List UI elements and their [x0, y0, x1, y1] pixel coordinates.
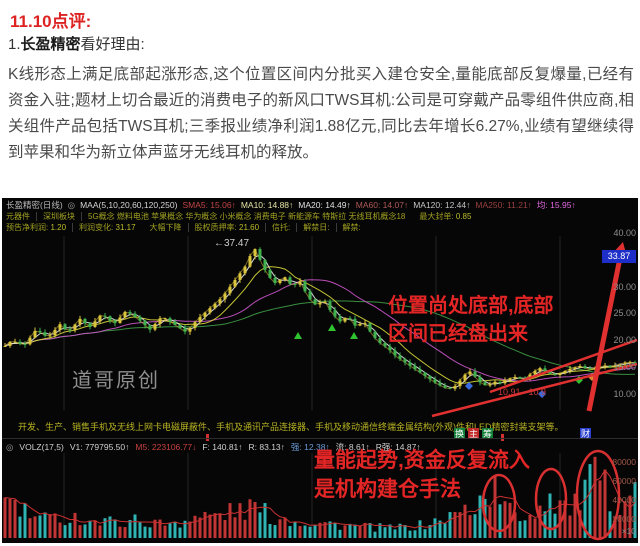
forecast-profit-label: 预告净利润:: [6, 223, 49, 232]
pledge-rate-value: 21.60: [239, 223, 260, 232]
trend-line-lower: [431, 362, 638, 418]
ma20-value: MA20: 14.49↑: [298, 200, 351, 210]
vol-indicator-name: VOLZ(17,5): [19, 442, 64, 452]
dividend-marker: [206, 434, 209, 441]
candles: [3, 247, 637, 391]
board-tag[interactable]: 深圳板块: [43, 212, 75, 221]
price-marker-label: 33.87: [602, 250, 636, 263]
business-scope-text: 开发、生产、销售手机及无线上网卡电磁屏蔽件、手机及通讯产品连接器、手机及移动通信…: [18, 422, 564, 432]
ma5-value: SMA5: 15.06↑: [182, 200, 236, 210]
candlestick-chart: [3, 236, 638, 541]
ma120-value: MA120: 12.44↑: [413, 200, 471, 210]
volume-circle-3: [575, 449, 621, 541]
fundamental-row: 预告净利润: 1.20 利润变化: 31.17 大幅下降 股权质押率: 21.60 信托…: [6, 222, 634, 233]
unlock-date-label: 解禁日:: [303, 223, 330, 232]
vol-rstrength: R强: 14.87↑: [375, 442, 421, 452]
volume-bars: [3, 456, 637, 538]
volume-unit-label: ×10: [621, 526, 636, 536]
analysis-paragraph: K线形态上满足底部起涨形态,这个位置区间内分批买入建仓安全,量能底部反复爆量,已…: [8, 66, 634, 161]
volume-axis-label: 60000: [612, 476, 636, 486]
vol-flow: 流: 8.61↑: [335, 442, 370, 452]
price-axis-label: 40.00: [613, 228, 636, 238]
eye-icon[interactable]: ◎: [67, 200, 76, 210]
position-annotation: 位置尚处底部,底部 区间已经盘出来: [388, 295, 554, 345]
avg-price-value: 均: 15.95↑: [536, 200, 576, 210]
volume-indicator-header: ◎ VOLZ(17,5) V1: 779795.50↑ M5: 223106.77↓ F…: [6, 441, 427, 453]
subtitle-index: 1.: [8, 36, 21, 53]
volume-circle-2: [534, 467, 568, 531]
trust-label: 信托:: [272, 223, 291, 232]
page-title: 11.10点评:: [10, 12, 92, 31]
vol-v1: V1: 779795.50↑: [69, 442, 130, 452]
price-axis-label: 25.00: [613, 308, 636, 318]
volume-axis-label: 80000: [612, 457, 636, 467]
trend-line-upper: [489, 338, 638, 394]
stock-chart-panel: 长盈精密(日线) ◎ MAA(5,10,20,60,120,250) SMA5: 15…: [2, 198, 638, 543]
profit-change-label: 利润变化:: [79, 223, 114, 232]
peak-price-label: ←37.47: [214, 238, 250, 249]
subtitle-reason: 看好理由:: [80, 36, 145, 53]
volume-axis-label: 20000: [612, 514, 636, 524]
pledge-rate-label: 股权质押率:: [194, 223, 237, 232]
price-axis-label: 20.00: [613, 335, 636, 345]
vol-f: F: 140.81↑: [202, 442, 243, 452]
sector-tag[interactable]: 元器件: [6, 212, 30, 221]
price-axis-label: 30.00: [613, 282, 636, 292]
forecast-profit-value: 1.20: [50, 223, 67, 232]
volume-axis-label: 40000: [612, 495, 636, 505]
vol-r: R: 83.13↑: [248, 442, 285, 452]
quick-button-chips[interactable]: 筹: [482, 428, 493, 439]
ma60-value: MA60: 14.07↑: [355, 200, 409, 210]
vol-m5: M5: 223106.77↓: [135, 442, 197, 452]
ma10-value: MA10: 14.88↑: [240, 200, 294, 210]
stock-name: 长盈精密: [20, 36, 81, 53]
quick-button-main[interactable]: 主: [468, 428, 479, 439]
subtitle: 1.长盈精密看好理由:: [8, 33, 145, 54]
price-axis-label: 15.00: [613, 362, 636, 372]
profit-change-note: 大幅下降: [149, 223, 182, 232]
ma250-value: MA250: 11.21↑: [475, 200, 532, 210]
price-axis-label: 10.00: [613, 389, 636, 399]
concept-tags[interactable]: 5G概念 燃料电池 苹果概念 华为概念 小米概念 消费电子 新能源车 特斯拉 无…: [88, 212, 406, 221]
max-seal-label: 最大封单:: [419, 212, 454, 221]
indicator-header-row: 长盈精密(日线) ◎ MAA(5,10,20,60,120,250) SMA5: 15…: [6, 199, 636, 211]
unlock-label: 解禁:: [342, 223, 361, 232]
ma-indicator-name: MAA(5,10,20,60,120,250): [80, 200, 178, 210]
panel-divider[interactable]: [2, 438, 638, 439]
up-arrow-shaft: [586, 257, 623, 412]
profit-change-value: 31.17: [115, 223, 136, 232]
volume-annotation: 量能起势,资金反复流入 是机构建仓手法: [314, 449, 530, 501]
max-seal-value: 0.85: [455, 212, 472, 221]
concept-tags-row: 元器件 深圳板块 5G概念 燃料电池 苹果概念 华为概念 小米概念 消费电子 新能源…: [6, 211, 634, 222]
eye-icon[interactable]: ◎: [6, 442, 14, 452]
quick-button-finance[interactable]: 财: [580, 428, 591, 439]
low-range-label: 10.91 - 10.9: [498, 387, 547, 397]
vol-strength: 强: 12.38↑: [290, 442, 330, 452]
dividend-marker: [501, 434, 504, 441]
quick-button-exchange[interactable]: 换: [454, 428, 465, 439]
volume-circle-1: [481, 473, 517, 533]
watermark: 道哥原创: [72, 370, 160, 392]
chart-stock-title: 长盈精密(日线): [6, 200, 63, 210]
